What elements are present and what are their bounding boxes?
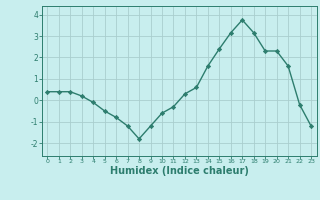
X-axis label: Humidex (Indice chaleur): Humidex (Indice chaleur) xyxy=(110,166,249,176)
